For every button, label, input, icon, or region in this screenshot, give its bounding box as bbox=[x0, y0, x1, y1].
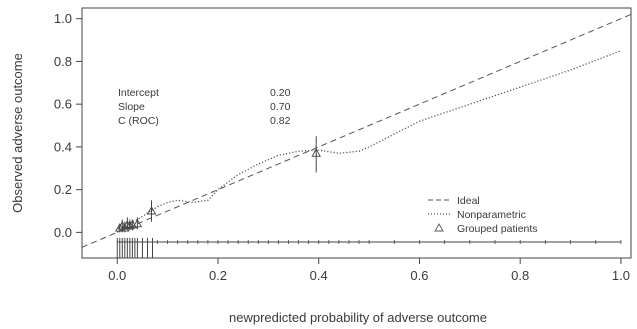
y-tick-label-1: 0.2 bbox=[54, 182, 72, 197]
y-axis-title: Observed adverse outcome bbox=[10, 53, 25, 213]
legend-swatch-grouped bbox=[434, 223, 444, 232]
legend-label-grouped: Grouped patients bbox=[457, 223, 538, 235]
grouped-point-6 bbox=[132, 218, 143, 228]
x-tick-label-2: 0.4 bbox=[310, 268, 328, 283]
legend-label-nonparametric: Nonparametric bbox=[457, 209, 526, 221]
legend: Ideal Nonparametric Grouped patients bbox=[428, 195, 538, 235]
plot-area bbox=[82, 13, 631, 258]
x-axis-title: newpredicted probability of adverse outc… bbox=[229, 310, 487, 325]
axes: 0.0 0.2 0.4 0.6 0.8 1.0 0.0 0.2 0.4 0.6 0.8 1.0 bbox=[54, 11, 630, 283]
chart-marks bbox=[82, 13, 631, 258]
grouped-point-4 bbox=[125, 221, 135, 230]
grouped-point-3 bbox=[122, 219, 133, 229]
grouped-point-8 bbox=[311, 148, 321, 157]
legend-label-ideal: Ideal bbox=[457, 195, 480, 207]
x-tick-label-3: 0.6 bbox=[410, 268, 428, 283]
stat-value-c-roc: 0.82 bbox=[270, 115, 291, 127]
grouped-point-7 bbox=[146, 206, 157, 215]
stat-value-intercept: 0.20 bbox=[270, 87, 291, 99]
y-tick-label-5: 1.0 bbox=[54, 11, 72, 26]
series-line-nonparametric bbox=[116, 50, 622, 233]
series-line-ideal bbox=[82, 13, 631, 248]
x-tick-label-5: 1.0 bbox=[612, 268, 630, 283]
y-tick-label-0: 0.0 bbox=[54, 225, 72, 240]
stat-label-slope: Slope bbox=[118, 101, 145, 113]
stat-label-intercept: Intercept bbox=[118, 87, 159, 99]
x-tick-label-0: 0.0 bbox=[108, 268, 126, 283]
y-tick-label-3: 0.6 bbox=[54, 97, 72, 112]
x-tick-label-4: 0.8 bbox=[511, 268, 529, 283]
y-tick-label-2: 0.4 bbox=[54, 139, 72, 154]
y-tick-label-4: 0.8 bbox=[54, 54, 72, 69]
stat-label-c-roc: C (ROC) bbox=[118, 115, 159, 127]
grouped-point-0 bbox=[114, 223, 125, 232]
stats-block: Intercept 0.20 Slope 0.70 C (ROC) 0.82 bbox=[118, 87, 291, 127]
x-tick-label-1: 0.2 bbox=[209, 268, 227, 283]
plot-frame bbox=[81, 7, 632, 259]
stat-value-slope: 0.70 bbox=[270, 101, 291, 113]
